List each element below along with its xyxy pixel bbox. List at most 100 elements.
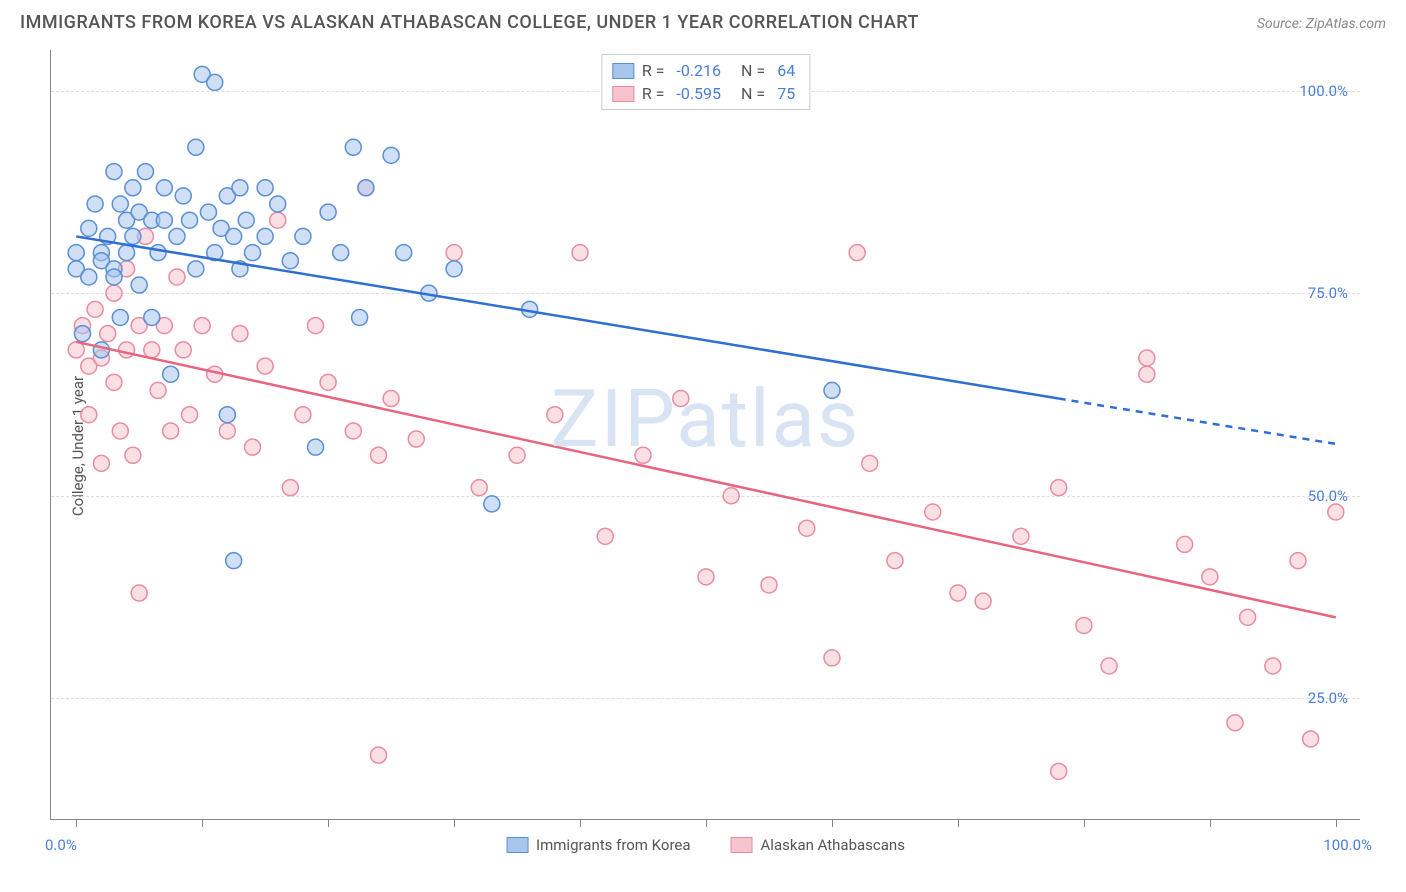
scatter-point-pink (219, 423, 235, 439)
scatter-point-pink (106, 285, 122, 301)
x-tick (580, 819, 581, 827)
scatter-point-blue (144, 309, 160, 325)
n-label: N = (741, 61, 765, 80)
scatter-point-pink (125, 447, 141, 463)
legend-row-pink: R = -0.595 N = 75 (612, 82, 799, 105)
scatter-point-pink (925, 504, 941, 520)
scatter-point-pink (371, 747, 387, 763)
scatter-point-pink (112, 423, 128, 439)
legend-swatch-blue (612, 63, 634, 79)
x-axis-max-label: 100.0% (1323, 836, 1372, 854)
scatter-point-blue (93, 342, 109, 358)
scatter-point-blue (333, 245, 349, 261)
scatter-point-blue (125, 180, 141, 196)
x-tick (454, 819, 455, 827)
scatter-point-pink (862, 455, 878, 471)
scatter-point-blue (175, 188, 191, 204)
x-tick (202, 819, 203, 827)
scatter-point-pink (320, 374, 336, 390)
x-tick (76, 819, 77, 827)
scatter-point-blue (238, 212, 254, 228)
scatter-point-blue (87, 196, 103, 212)
scatter-point-pink (471, 480, 487, 496)
scatter-point-blue (345, 139, 361, 155)
r-value-pink: -0.595 (676, 84, 721, 103)
scatter-point-blue (106, 269, 122, 285)
scatter-point-blue (824, 382, 840, 398)
scatter-point-pink (1328, 504, 1344, 520)
scatter-point-blue (383, 147, 399, 163)
scatter-point-pink (446, 245, 462, 261)
scatter-point-pink (150, 382, 166, 398)
scatter-point-pink (345, 423, 361, 439)
scatter-point-pink (144, 342, 160, 358)
scatter-point-blue (257, 228, 273, 244)
scatter-point-blue (257, 180, 273, 196)
scatter-point-blue (106, 164, 122, 180)
scatter-point-pink (1139, 366, 1155, 382)
x-tick (1336, 819, 1337, 827)
n-value-pink: 75 (777, 84, 795, 103)
scatter-point-pink (635, 447, 651, 463)
scatter-point-pink (849, 245, 865, 261)
source-attribution: Source: ZipAtlas.com (1257, 16, 1386, 32)
scatter-point-blue (282, 253, 298, 269)
scatter-point-blue (112, 309, 128, 325)
scatter-point-pink (673, 391, 689, 407)
scatter-point-pink (761, 577, 777, 593)
r-value-blue: -0.216 (676, 61, 721, 80)
regression-line-blue-extrapolated (1059, 399, 1336, 444)
scatter-point-blue (112, 196, 128, 212)
scatter-point-pink (131, 585, 147, 601)
scatter-point-blue (200, 204, 216, 220)
x-tick (832, 819, 833, 827)
scatter-point-pink (163, 423, 179, 439)
scatter-point-blue (245, 245, 261, 261)
scatter-point-blue (226, 553, 242, 569)
n-value-blue: 64 (777, 61, 795, 80)
scatter-point-blue (188, 261, 204, 277)
chart-title: IMMIGRANTS FROM KOREA VS ALASKAN ATHABAS… (20, 12, 919, 33)
n-label: N = (741, 84, 765, 103)
scatter-point-pink (245, 439, 261, 455)
scatter-point-pink (270, 212, 286, 228)
scatter-point-pink (93, 455, 109, 471)
scatter-point-blue (119, 245, 135, 261)
legend-swatch-pink (612, 86, 634, 102)
scatter-point-pink (81, 407, 97, 423)
scatter-point-pink (1303, 731, 1319, 747)
legend-row-blue: R = -0.216 N = 64 (612, 59, 799, 82)
scatter-point-pink (1139, 350, 1155, 366)
scatter-point-pink (1290, 553, 1306, 569)
scatter-point-blue (125, 228, 141, 244)
x-tick (328, 819, 329, 827)
scatter-point-blue (74, 326, 90, 342)
scatter-point-blue (295, 228, 311, 244)
r-label: R = (642, 84, 665, 103)
scatter-plot-svg (51, 50, 1360, 819)
scatter-point-pink (383, 391, 399, 407)
scatter-point-pink (509, 447, 525, 463)
scatter-point-pink (698, 569, 714, 585)
scatter-point-blue (219, 407, 235, 423)
scatter-point-pink (1177, 536, 1193, 552)
scatter-point-blue (182, 212, 198, 228)
scatter-point-blue (484, 496, 500, 512)
scatter-point-pink (295, 407, 311, 423)
scatter-point-pink (106, 374, 122, 390)
scatter-point-pink (175, 342, 191, 358)
scatter-point-blue (68, 245, 84, 261)
scatter-point-pink (572, 245, 588, 261)
legend-swatch-pink (731, 837, 753, 853)
scatter-point-pink (1051, 480, 1067, 496)
scatter-point-pink (887, 553, 903, 569)
scatter-point-pink (87, 301, 103, 317)
scatter-point-pink (100, 326, 116, 342)
scatter-point-pink (169, 269, 185, 285)
scatter-point-blue (270, 196, 286, 212)
scatter-point-blue (226, 228, 242, 244)
scatter-point-pink (408, 431, 424, 447)
scatter-point-pink (119, 342, 135, 358)
scatter-point-blue (169, 228, 185, 244)
scatter-point-pink (232, 326, 248, 342)
